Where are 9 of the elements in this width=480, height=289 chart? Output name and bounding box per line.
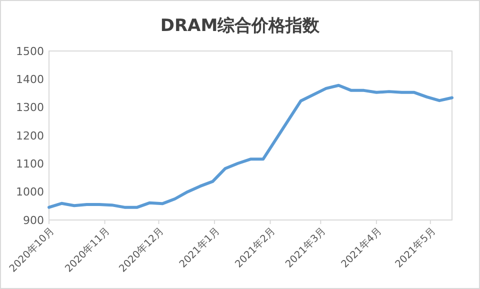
y-tick-label: 1400 xyxy=(16,73,44,86)
y-tick-label: 1300 xyxy=(16,101,44,114)
y-tick-label: 1500 xyxy=(16,44,44,58)
chart-title: DRAM综合价格指数 xyxy=(160,16,321,36)
y-tick-label: 1200 xyxy=(16,129,44,142)
y-tick-label: 1100 xyxy=(16,158,44,171)
line-series xyxy=(48,84,454,209)
y-tick-label: 1000 xyxy=(16,186,44,199)
y-tick-label: 900 xyxy=(23,214,44,227)
